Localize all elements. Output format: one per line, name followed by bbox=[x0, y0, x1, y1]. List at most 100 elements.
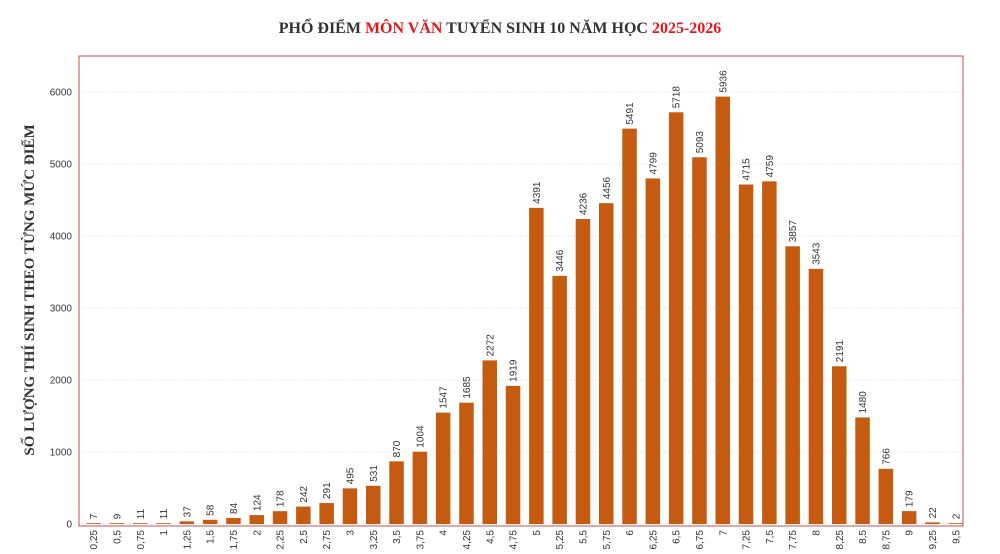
data-label-7,5: 4759 bbox=[765, 155, 776, 178]
x-tick-2,5: 2,5 bbox=[299, 530, 310, 544]
bar-1 bbox=[156, 523, 171, 524]
x-tick-6,75: 6,75 bbox=[695, 530, 706, 550]
y-tick-1000: 1000 bbox=[50, 448, 73, 459]
data-label-1,75: 84 bbox=[229, 502, 240, 514]
x-tick-2: 2 bbox=[252, 530, 263, 536]
x-tick-4,75: 4,75 bbox=[509, 530, 520, 550]
data-label-2,75: 291 bbox=[322, 482, 333, 499]
bar-1,75 bbox=[226, 517, 241, 524]
data-label-7,75: 3857 bbox=[788, 220, 799, 243]
x-tick-0,25: 0,25 bbox=[89, 530, 100, 550]
data-label-4,75: 1919 bbox=[509, 359, 520, 382]
data-label-7: 5936 bbox=[718, 70, 729, 93]
bar-4,5 bbox=[482, 360, 497, 524]
title-part-1: PHỔ ĐIỂM bbox=[278, 20, 365, 37]
x-tick-9: 9 bbox=[905, 530, 916, 536]
plot-frame bbox=[78, 55, 964, 527]
x-tick-7,75: 7,75 bbox=[788, 530, 799, 550]
bar-4,25 bbox=[459, 402, 474, 524]
x-tick-1,25: 1,25 bbox=[182, 530, 193, 550]
bar-6,75 bbox=[692, 157, 707, 524]
bar-3,5 bbox=[389, 461, 404, 524]
data-label-3: 495 bbox=[345, 467, 356, 484]
data-label-2,5: 242 bbox=[299, 485, 310, 502]
bar-0,75 bbox=[133, 523, 148, 524]
bar-5 bbox=[529, 207, 544, 524]
data-label-1: 11 bbox=[159, 508, 170, 519]
data-label-3,75: 1004 bbox=[415, 425, 426, 448]
x-tick-8,5: 8,5 bbox=[858, 530, 869, 544]
x-tick-7,5: 7,5 bbox=[765, 530, 776, 544]
x-tick-0,5: 0,5 bbox=[112, 530, 123, 544]
data-label-5,25: 3446 bbox=[555, 249, 566, 272]
x-tick-8: 8 bbox=[811, 530, 822, 536]
data-label-8,25: 2191 bbox=[835, 340, 846, 363]
data-label-4: 1547 bbox=[439, 386, 450, 409]
chart-title: PHỔ ĐIỂM MÔN VĂN TUYỂN SINH 10 NĂM HỌC 2… bbox=[0, 20, 1000, 38]
data-label-9,5: 2 bbox=[951, 513, 962, 519]
y-axis-label: SỐ LƯỢNG THÍ SINH THEO TỪNG MỨC ĐIỂM bbox=[20, 124, 38, 455]
data-label-0,25: 7 bbox=[89, 513, 100, 519]
data-label-8,75: 766 bbox=[881, 448, 892, 465]
bar-6,25 bbox=[645, 178, 661, 525]
bar-1,25 bbox=[179, 521, 195, 524]
bar-9,5 bbox=[948, 523, 963, 524]
x-tick-4: 4 bbox=[439, 530, 450, 536]
y-tick-5000: 5000 bbox=[50, 160, 73, 171]
x-tick-2,25: 2,25 bbox=[276, 530, 287, 550]
bar-7,5 bbox=[762, 181, 777, 525]
bar-2 bbox=[249, 515, 264, 524]
bar-1,5 bbox=[202, 519, 218, 524]
y-tick-3000: 3000 bbox=[50, 304, 73, 315]
bar-7,75 bbox=[785, 246, 800, 524]
bar-8,75 bbox=[878, 468, 894, 524]
data-label-0,5: 9 bbox=[112, 513, 123, 519]
bar-8 bbox=[808, 268, 824, 524]
data-label-0,75: 11 bbox=[136, 508, 147, 519]
gridlines bbox=[79, 91, 963, 525]
bars bbox=[86, 96, 963, 525]
x-tick-8,75: 8,75 bbox=[881, 530, 892, 550]
data-label-9: 179 bbox=[905, 490, 916, 507]
bar-9,25 bbox=[925, 522, 940, 524]
data-label-3,5: 870 bbox=[392, 440, 403, 457]
bar-5,75 bbox=[599, 203, 614, 524]
data-label-2: 124 bbox=[252, 494, 263, 511]
bar-8,25 bbox=[832, 366, 847, 524]
x-tick-0,75: 0,75 bbox=[136, 530, 147, 550]
data-label-6,75: 5093 bbox=[695, 131, 706, 154]
x-tick-5,5: 5,5 bbox=[578, 530, 589, 544]
bar-2,25 bbox=[272, 511, 288, 524]
bar-2,75 bbox=[319, 503, 334, 524]
title-year: 2025-2026 bbox=[651, 20, 722, 37]
data-label-3,25: 531 bbox=[369, 465, 380, 482]
bar-0,5 bbox=[109, 523, 125, 524]
x-tick-6,25: 6,25 bbox=[648, 530, 659, 550]
bar-3,75 bbox=[412, 451, 428, 524]
data-label-6,25: 4799 bbox=[648, 152, 659, 175]
x-tick-6,5: 6,5 bbox=[672, 530, 683, 544]
y-tick-4000: 4000 bbox=[50, 232, 73, 243]
x-tick-1,75: 1,75 bbox=[229, 530, 240, 550]
data-label-8: 3543 bbox=[811, 242, 822, 265]
data-label-8,5: 1480 bbox=[858, 391, 869, 414]
data-label-5,75: 4456 bbox=[602, 176, 613, 199]
data-label-5,5: 4236 bbox=[578, 192, 589, 215]
x-tick-1,5: 1,5 bbox=[206, 530, 217, 544]
data-label-1,25: 37 bbox=[182, 506, 193, 518]
x-axis-ticks: 0,25 0,5 0,75 1 1,25 1,5 1,75 2 2,25 2,5 2,75 3 3,25… bbox=[89, 530, 962, 550]
x-tick-3,75: 3,75 bbox=[415, 530, 426, 550]
title-subject: MÔN VĂN bbox=[364, 20, 443, 37]
y-axis-ticks: 0 1000 2000 3000 4000 5000 6000 bbox=[50, 88, 73, 531]
data-labels: 7 9 11 11 37 58 84 124 178 242 291 495 531 870 1004 154… bbox=[89, 70, 962, 519]
bar-3 bbox=[342, 488, 358, 524]
bar-4 bbox=[435, 412, 451, 524]
title-part-3: TUYỂN SINH 10 NĂM HỌC bbox=[442, 20, 652, 37]
bar-7,25 bbox=[738, 184, 754, 524]
x-tick-9,25: 9,25 bbox=[928, 530, 939, 550]
x-tick-7,25: 7,25 bbox=[742, 530, 753, 550]
x-tick-8,25: 8,25 bbox=[835, 530, 846, 550]
bar-0,25 bbox=[86, 523, 101, 524]
data-label-6: 5491 bbox=[625, 102, 636, 125]
